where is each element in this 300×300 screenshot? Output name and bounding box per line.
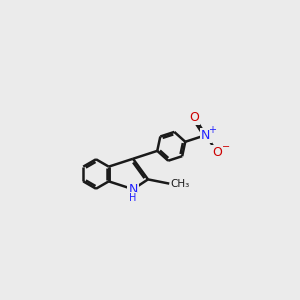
Text: O: O xyxy=(190,111,200,124)
Text: O: O xyxy=(212,146,222,159)
Text: +: + xyxy=(208,125,217,135)
Text: CH₃: CH₃ xyxy=(171,178,190,189)
Text: H: H xyxy=(129,193,137,202)
Text: −: − xyxy=(222,142,230,152)
Text: N: N xyxy=(128,183,138,196)
Text: N: N xyxy=(201,129,211,142)
